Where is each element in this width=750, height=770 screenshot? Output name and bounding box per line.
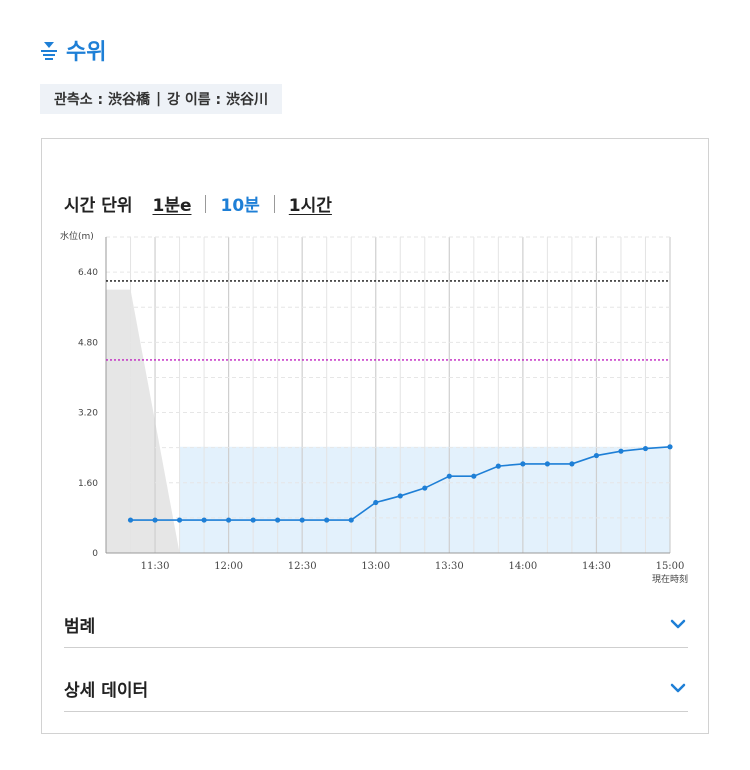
divider <box>273 194 275 213</box>
data-point <box>471 473 477 479</box>
data-point <box>593 452 600 459</box>
x-tick-label: 14:30 <box>582 561 611 572</box>
data-point <box>324 517 330 523</box>
river-name: 강 이름 : 渋谷川 <box>167 92 268 108</box>
page-title: 수위 <box>66 40 107 65</box>
time-unit-label: 시간 단위 <box>64 196 133 216</box>
y-tick-label: 4.80 <box>78 338 98 348</box>
data-point <box>299 517 305 523</box>
x-tick-label: 13:30 <box>435 561 464 572</box>
data-point <box>397 493 403 499</box>
y-tick-label: 3.20 <box>78 409 98 419</box>
legend-accordion-label: 범례 <box>64 616 96 637</box>
data-point <box>176 517 183 523</box>
detail-data-accordion-label: 상세 데이터 <box>64 680 149 701</box>
data-point <box>495 463 501 469</box>
data-point <box>642 445 649 452</box>
time-unit-selector: 시간 단위 1분e 10분 1시간 <box>64 191 332 216</box>
time-unit-1hour[interactable]: 1시간 <box>288 196 332 216</box>
y-axis-label: 水位(m) <box>60 230 94 242</box>
station-separator: | <box>156 91 162 107</box>
x-tick-label: 13:00 <box>361 561 390 572</box>
x-tick-label: 12:30 <box>288 561 317 572</box>
y-tick-label: 1.60 <box>78 479 98 489</box>
station-info: 관측소 : 渋谷橋 | 강 이름 : 渋谷川 <box>40 84 282 114</box>
past-shade <box>106 289 180 553</box>
data-point <box>544 461 550 467</box>
data-point <box>446 473 452 479</box>
legend-accordion[interactable]: 범례 <box>64 601 688 648</box>
station-name: 관측소 : 渋谷橋 <box>54 92 150 108</box>
data-point <box>422 485 428 491</box>
water-level-icon <box>41 42 57 60</box>
x-tick-label: 12:00 <box>214 561 243 572</box>
current-time-label: 現在時刻 <box>652 573 688 585</box>
data-point <box>667 444 673 450</box>
time-unit-10min[interactable]: 10분 <box>220 196 260 216</box>
x-tick-label: 11:30 <box>141 561 170 572</box>
chevron-down-icon <box>670 683 686 693</box>
data-point <box>569 461 575 467</box>
data-point <box>348 517 354 523</box>
chevron-down-icon <box>670 619 686 629</box>
water-level-chart: 0 1.60 3.20 4.80 6.40 水位(m) 11:30 12:00 12:30 13:… <box>60 230 688 585</box>
data-point <box>152 517 158 523</box>
data-point <box>275 517 281 523</box>
data-point <box>520 461 526 467</box>
data-point <box>226 517 232 523</box>
divider <box>205 194 207 213</box>
section-title: 수위 <box>40 34 106 66</box>
data-point <box>127 517 134 523</box>
chart-card: 시간 단위 1분e 10분 1시간 0 1.60 3.20 4.80 6.40 水位(m)… <box>41 138 709 734</box>
data-point <box>373 499 379 506</box>
time-unit-1min[interactable]: 1분e <box>152 196 192 216</box>
y-tick-label: 0 <box>92 549 98 559</box>
data-point <box>250 517 256 523</box>
y-tick-label: 6.40 <box>78 268 98 278</box>
x-tick-label: 15:00 <box>656 561 685 572</box>
x-tick-label: 14:00 <box>508 561 537 572</box>
detail-data-accordion[interactable]: 상세 데이터 <box>64 665 688 712</box>
data-point <box>618 448 624 454</box>
data-point <box>201 517 207 523</box>
